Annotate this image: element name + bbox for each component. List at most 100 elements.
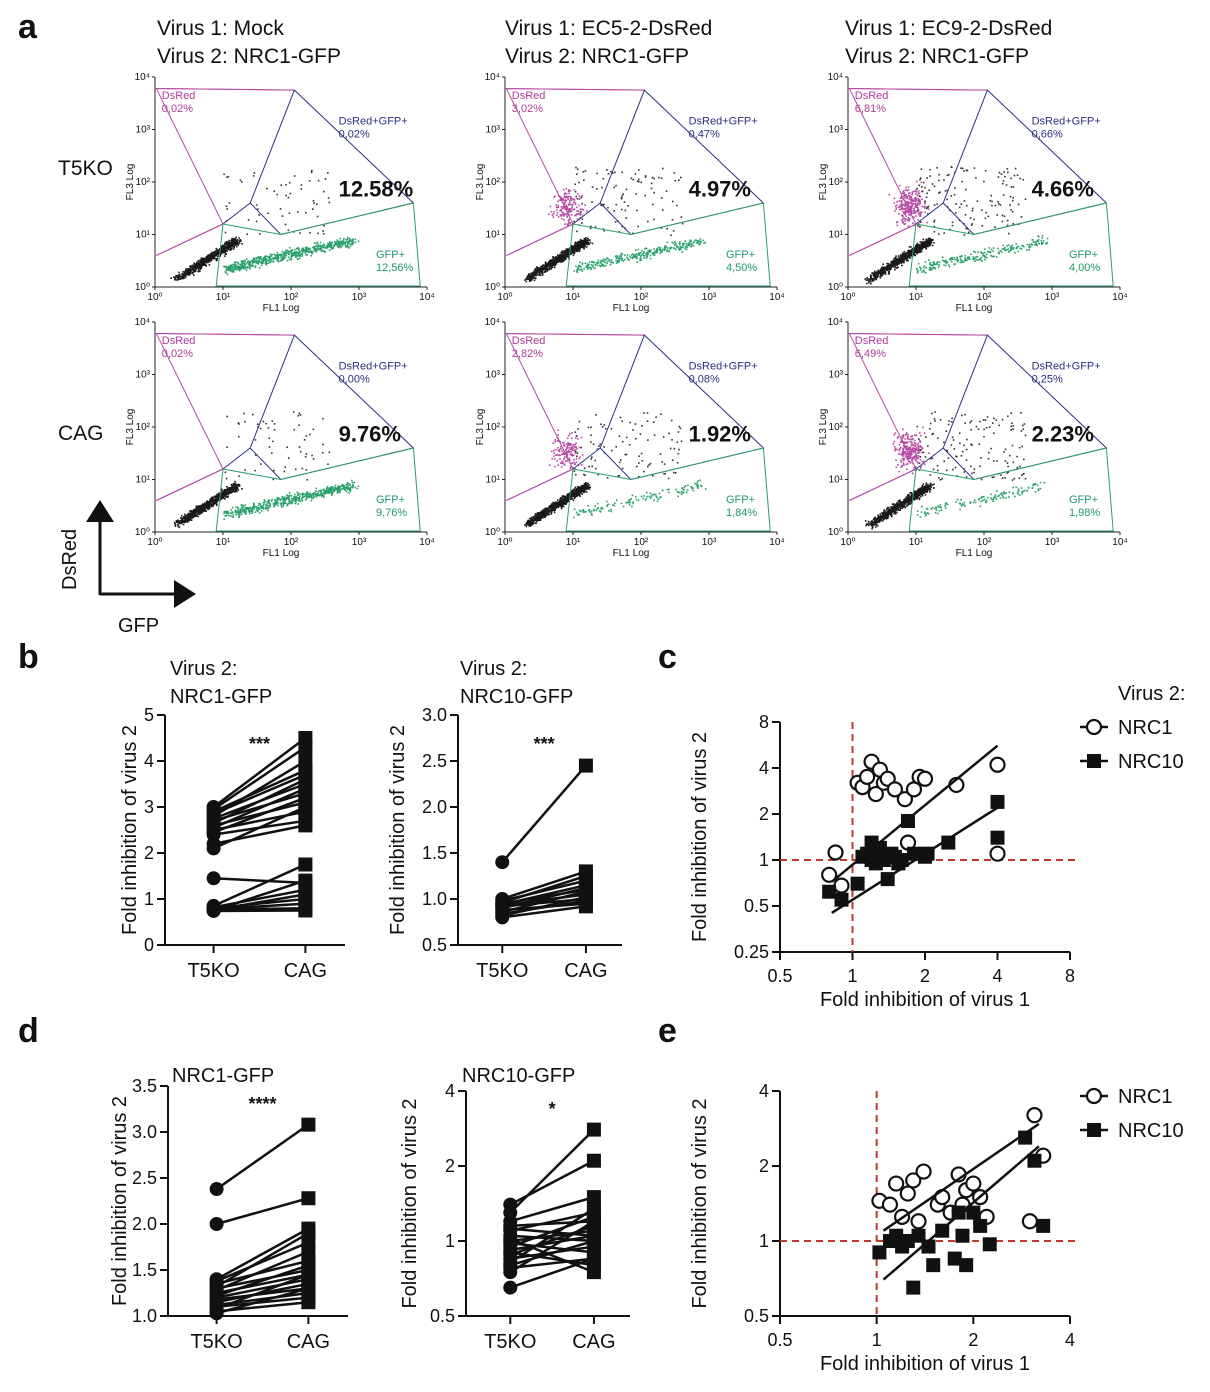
y-axis-title: Fold inhibition of virus 2 (387, 725, 409, 935)
row-label-cag: CAG (58, 422, 104, 445)
pair-line (216, 1250, 309, 1292)
significance-stars: *** (249, 734, 270, 754)
pair-line (509, 1195, 595, 1223)
flow-x-tick-label: 10⁰ (840, 537, 855, 548)
pair-line (213, 805, 306, 850)
point-nrc1 (915, 1163, 932, 1180)
point-nrc10 (955, 1228, 970, 1243)
y-tick-label: 2.5 (132, 1168, 157, 1188)
pair-line (213, 787, 306, 829)
point-nrc1 (989, 756, 1006, 773)
pair-line (213, 796, 306, 834)
point-cag (301, 1226, 316, 1241)
x-tick-label: 2 (968, 1330, 978, 1350)
y-tick-label: 0.25 (734, 942, 769, 962)
legend-marker (1087, 754, 1101, 768)
x-axis-title: Fold inhibition of virus 1 (820, 1353, 1030, 1375)
flow-y-tick-label: 10¹ (136, 230, 151, 241)
flow-x-tick-label: 10⁴ (769, 537, 784, 548)
pair-line (501, 874, 587, 904)
gate-dsred-value: 6,81% (855, 103, 886, 115)
flow-x-tick-label: 10⁴ (769, 292, 784, 303)
gate-double-value: 0,02% (339, 128, 370, 140)
point-cag (301, 1267, 316, 1282)
gate-dsred-label: DsRed (162, 335, 196, 347)
flow-y-tick-label: 10⁴ (135, 317, 150, 328)
flow-x-tick-label: 10² (977, 537, 992, 548)
point-cag (586, 1153, 601, 1168)
y-axis-title: Fold inhibition of virus 2 (689, 1098, 711, 1308)
chart-title: Virus 2: (460, 658, 527, 680)
flow-y-tick-label: 10² (136, 422, 151, 433)
gate-gfp (215, 202, 421, 287)
fit-line-nrc1 (882, 1122, 1040, 1232)
flow-x-label: FL1 Log (613, 548, 650, 559)
y-tick-label: 2.0 (132, 1214, 157, 1234)
arrow-label-dsred: DsRed (59, 529, 81, 590)
row-label-t5ko: T5KO (58, 157, 113, 180)
point-cag (298, 754, 313, 768)
pair-line (216, 1273, 309, 1310)
pair-line (215, 1232, 310, 1288)
flow-x-label: FL1 Log (613, 303, 650, 314)
pair-line (501, 764, 587, 864)
panel-letter-b: b (18, 638, 39, 676)
point-nrc1 (827, 844, 844, 861)
gate-double-value: 0,25% (1032, 373, 1063, 385)
gate-gfp-label: GFP+ (726, 249, 755, 261)
pair-line (501, 890, 587, 914)
gate-gfp (565, 202, 771, 287)
point-cag (298, 887, 313, 902)
significance-stars: *** (534, 734, 555, 754)
y-tick-label: 1 (445, 1231, 455, 1251)
pair-line (510, 1234, 595, 1252)
point-nrc1 (896, 791, 913, 808)
y-tick-label: 3.0 (422, 705, 447, 725)
point-t5ko (209, 1182, 224, 1197)
flow-events (173, 411, 360, 529)
gate-gfp (215, 447, 421, 532)
legend-marker (1085, 718, 1103, 736)
point-nrc10 (894, 853, 909, 867)
flow-y-tick-label: 10¹ (136, 475, 151, 486)
point-nrc1 (905, 1172, 922, 1189)
pair-line (212, 746, 307, 811)
gate-double-label: DsRed+GFP+ (1032, 360, 1101, 372)
gate-gfp (565, 447, 771, 532)
pair-line (509, 1220, 595, 1274)
flow-x-tick-label: 10⁴ (1112, 537, 1127, 548)
chart-b2: 0.5 1.0 1.5 2.0 2.5 3.0 Fold inhibition of vir… (387, 658, 622, 982)
legend-marker (1087, 1123, 1101, 1137)
flow-x-label: FL1 Log (956, 548, 993, 559)
pair-line (212, 737, 307, 808)
flow-y-tick-label: 10⁰ (828, 527, 843, 538)
gate-double-value: 0,66% (1032, 128, 1063, 140)
flow-y-tick-label: 10² (829, 177, 844, 188)
legend-label: NRC10 (1118, 1120, 1184, 1142)
total-gfp-percentage: 4.66% (1032, 177, 1094, 202)
flow-events (524, 166, 707, 283)
point-cag (578, 758, 593, 773)
y-tick-label: 2 (759, 1156, 769, 1176)
flow-x-tick-label: 10² (284, 537, 299, 548)
point-cag (298, 818, 313, 833)
flow-events (864, 411, 1046, 530)
gate-dsred-value: 2,82% (512, 348, 543, 360)
legend: Virus 2: NRC1 NRC10 (1080, 683, 1185, 773)
gate-gfp-label: GFP+ (1069, 494, 1098, 506)
flow-x-tick-label: 10⁰ (497, 292, 512, 303)
point-nrc1 (965, 1175, 982, 1192)
series-nrc10 (872, 1130, 1051, 1295)
flow-x-tick-label: 10³ (702, 537, 717, 548)
x-axis-title: Fold inhibition of virus 1 (820, 989, 1030, 1011)
total-gfp-percentage: 2.23% (1032, 422, 1094, 447)
flow-y-tick-label: 10² (136, 177, 151, 188)
pair-line (216, 1296, 309, 1309)
point-t5ko (495, 910, 510, 925)
point-nrc1 (833, 877, 850, 894)
flow-y-tick-label: 10⁴ (828, 72, 843, 83)
y-axis-title: Fold inhibition of virus 2 (689, 732, 711, 942)
y-tick-label: 1 (759, 1231, 769, 1251)
point-nrc10 (864, 835, 879, 850)
